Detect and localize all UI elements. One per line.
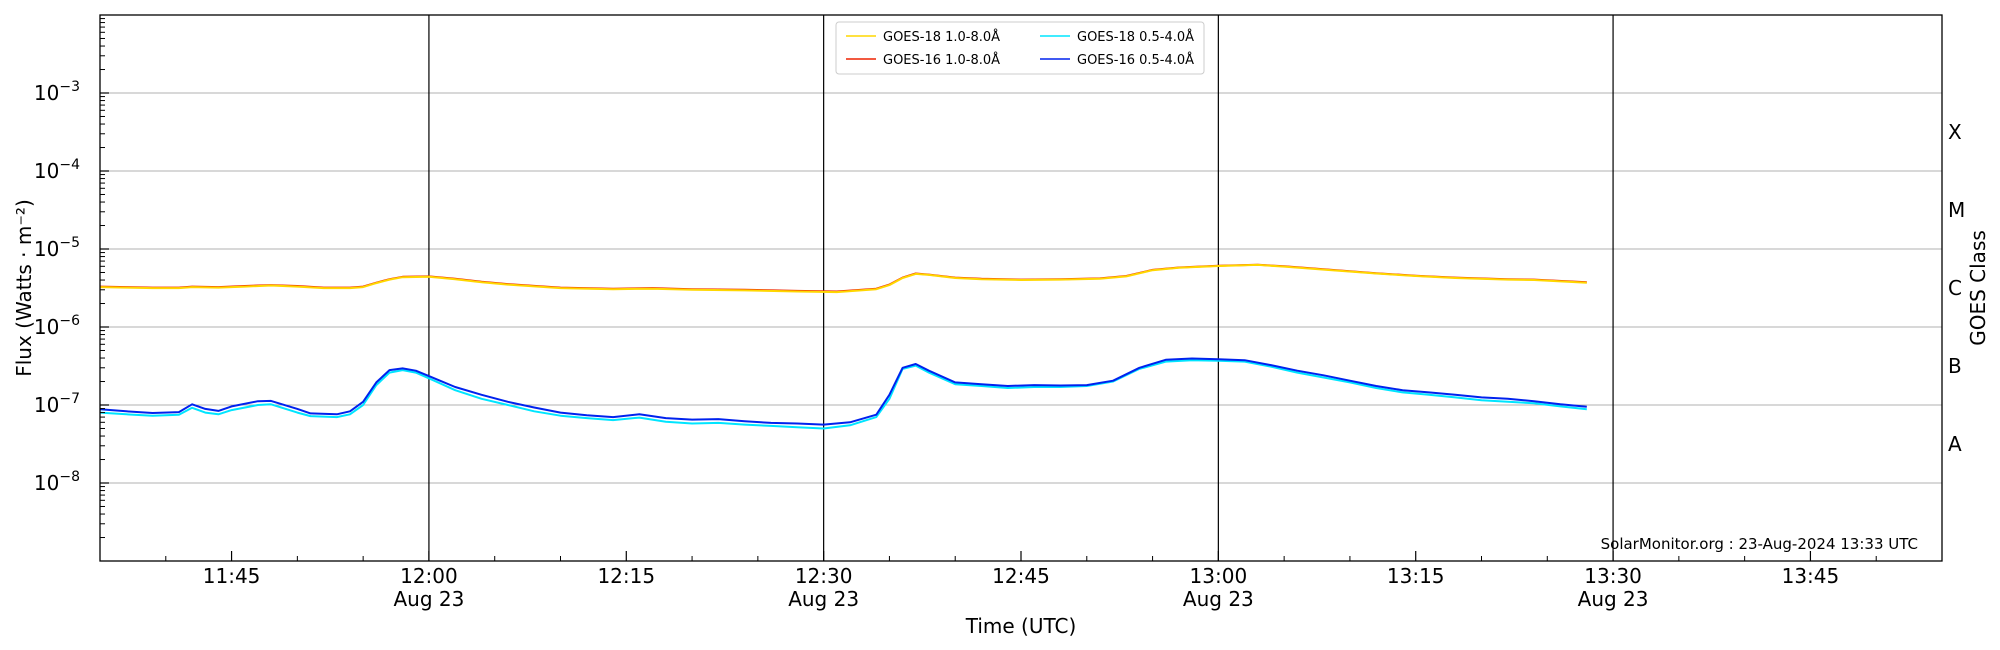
y-tick-label: 10−5 — [34, 235, 80, 261]
goes-class-labels: A B C M X — [1948, 120, 1965, 456]
x-tick-sublabel: Aug 23 — [1183, 587, 1254, 611]
series-line-goes-18-0-5-4-0- — [99, 359, 1587, 430]
legend-box — [835, 21, 1205, 75]
x-axis-label: Time (UTC) — [965, 614, 1077, 638]
goes-class-label: C — [1948, 276, 1962, 300]
goes-class-label: M — [1948, 198, 1965, 222]
legend-entry: GOES-18 1.0-8.0Å — [883, 29, 1000, 45]
x-tick-sublabel: Aug 23 — [1578, 587, 1649, 611]
day-boundary-lines — [428, 15, 1614, 561]
x-tick-label: 13:15 — [1387, 564, 1445, 588]
y-tick-label: 10−8 — [34, 469, 80, 495]
source-annotation: SolarMonitor.org : 23-Aug-2024 13:33 UTC — [1601, 535, 1918, 553]
x-tick-sublabel: Aug 23 — [788, 587, 859, 611]
y-axis-ticks: 10−8 10−7 10−6 10−5 10−4 10−3 — [34, 18, 109, 539]
series-line-goes-18-1-0-8-0- — [99, 263, 1587, 294]
x-tick-label: 13:45 — [1782, 564, 1840, 588]
x-tick-label: 12:00 — [400, 564, 458, 588]
x-tick-label: 13:00 — [1190, 564, 1248, 588]
legend: GOES-18 1.0-8.0Å GOES-18 0.5-4.0Å GOES-16 … — [835, 21, 1205, 75]
y-tick-label: 10−4 — [34, 157, 80, 183]
x-tick-sublabel: Aug 23 — [393, 587, 464, 611]
y-tick-label: 10−3 — [34, 79, 80, 105]
plot-background — [100, 15, 1942, 561]
y-tick-label: 10−7 — [34, 391, 80, 417]
y-axis-label: Flux (Watts · m⁻²) — [12, 199, 36, 377]
legend-entry: GOES-16 1.0-8.0Å — [883, 52, 1000, 68]
goes-class-label: B — [1948, 354, 1962, 378]
x-tick-label: 13:30 — [1584, 564, 1642, 588]
goes-class-label: A — [1948, 432, 1962, 456]
legend-entry: GOES-16 0.5-4.0Å — [1077, 52, 1194, 68]
horizontal-grid — [100, 92, 1942, 484]
x-tick-label: 12:45 — [992, 564, 1050, 588]
right-axis-label: GOES Class — [1966, 230, 1990, 346]
legend-entry: GOES-18 0.5-4.0Å — [1077, 29, 1194, 45]
x-tick-label: 12:15 — [597, 564, 655, 588]
x-tick-label: 11:45 — [203, 564, 261, 588]
series-line-goes-16-0-5-4-0- — [99, 357, 1587, 426]
y-tick-label: 10−6 — [34, 313, 80, 339]
series-lines — [99, 263, 1587, 430]
x-tick-label: 12:30 — [795, 564, 853, 588]
goes-class-label: X — [1948, 120, 1962, 144]
